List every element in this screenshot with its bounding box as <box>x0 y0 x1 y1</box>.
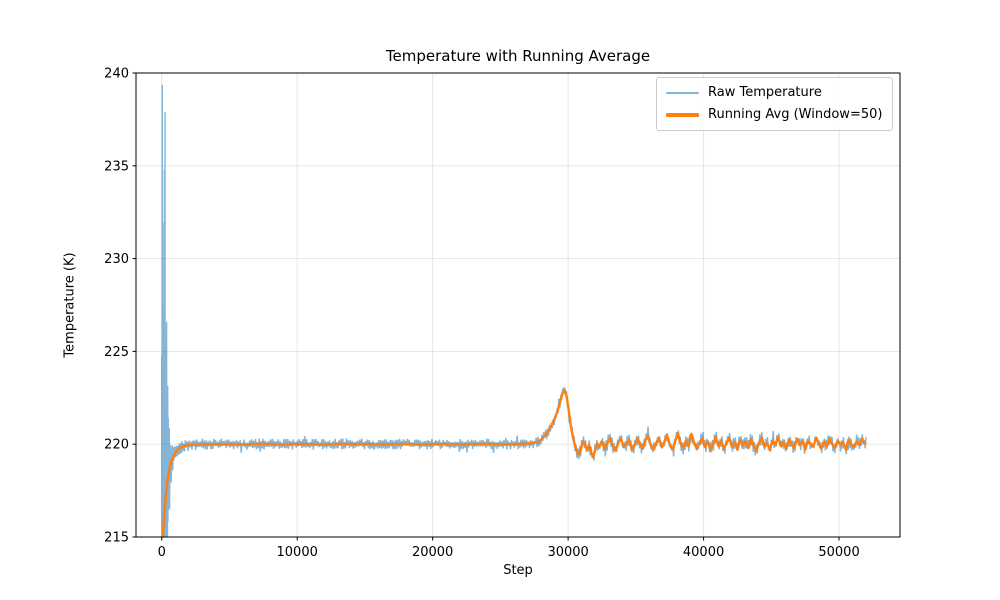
series-running-avg <box>161 389 867 537</box>
legend-line-sample-raw <box>666 91 699 94</box>
x-tick-label: 40000 <box>683 545 724 560</box>
y-axis-title: Temperature (K) <box>62 252 78 358</box>
x-tick-label: 50000 <box>818 545 859 560</box>
y-tick-label: 240 <box>104 67 129 82</box>
plot-spines <box>135 72 901 538</box>
legend-label-raw: Raw Temperature <box>708 85 822 100</box>
legend: Raw Temperature Running Avg (Window=50) <box>656 77 894 131</box>
gridlines <box>136 72 900 538</box>
x-tick-label: 30000 <box>547 545 588 560</box>
x-tick-label: 0 <box>158 545 166 560</box>
legend-item-raw-temperature: Raw Temperature <box>666 84 882 101</box>
y-tick-label: 215 <box>104 531 129 546</box>
chart-title: Temperature with Running Average <box>385 47 651 65</box>
series-raw-temperature <box>161 84 867 537</box>
y-tick-label: 230 <box>104 252 129 267</box>
legend-label-running-avg: Running Avg (Window=50) <box>708 107 883 122</box>
x-axis-title: Step <box>503 563 533 578</box>
legend-item-running-avg: Running Avg (Window=50) <box>666 106 882 123</box>
x-tick-label: 20000 <box>412 545 453 560</box>
legend-line-sample-running-avg <box>666 112 699 117</box>
y-tick-label: 235 <box>104 159 129 174</box>
x-tick-label: 10000 <box>277 545 318 560</box>
axis-ticks: 0 10000 20000 30000 40000 50000 215 220 225 230 23… <box>104 67 860 561</box>
y-tick-label: 225 <box>104 345 129 360</box>
y-tick-label: 220 <box>104 438 129 453</box>
